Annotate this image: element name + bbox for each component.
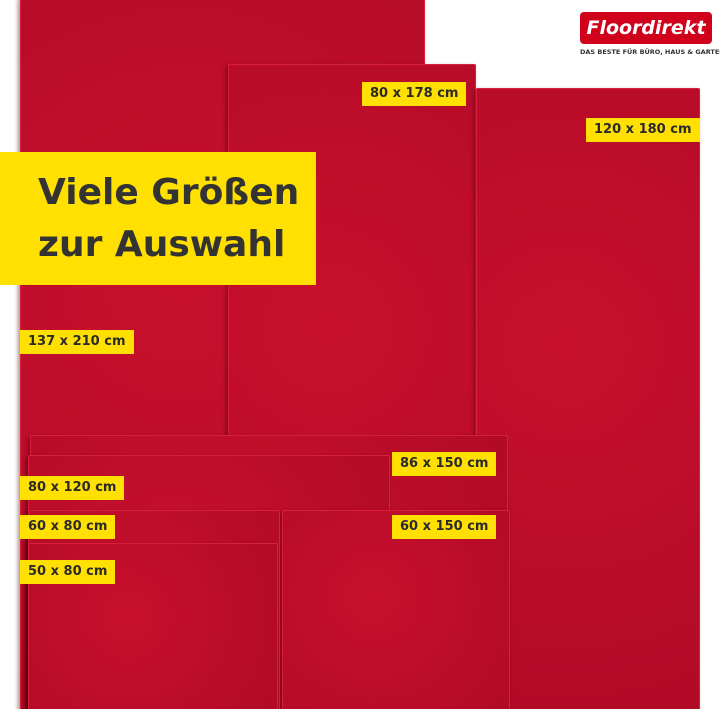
size-label: 60 x 150 cm bbox=[392, 515, 497, 539]
headline: zur Auswahl bbox=[38, 224, 286, 265]
headline: Viele Größen bbox=[38, 172, 300, 213]
size-label: 120 x 180 cm bbox=[586, 118, 700, 142]
size-label: 50 x 80 cm bbox=[20, 560, 116, 584]
size-label: 137 x 210 cm bbox=[20, 330, 134, 354]
rug bbox=[476, 88, 700, 709]
tagline: DAS BESTE FÜR BÜRO, HAUS & GARTEN bbox=[580, 48, 720, 56]
logo: Floordirekt bbox=[580, 12, 712, 44]
headline-box: Viele Größen zur Auswahl bbox=[0, 152, 316, 285]
size-label: 60 x 80 cm bbox=[20, 515, 116, 539]
size-label: 80 x 120 cm bbox=[20, 476, 125, 500]
rug bbox=[282, 510, 510, 709]
size-label: 80 x 178 cm bbox=[362, 82, 467, 106]
size-label: 86 x 150 cm bbox=[392, 452, 497, 476]
